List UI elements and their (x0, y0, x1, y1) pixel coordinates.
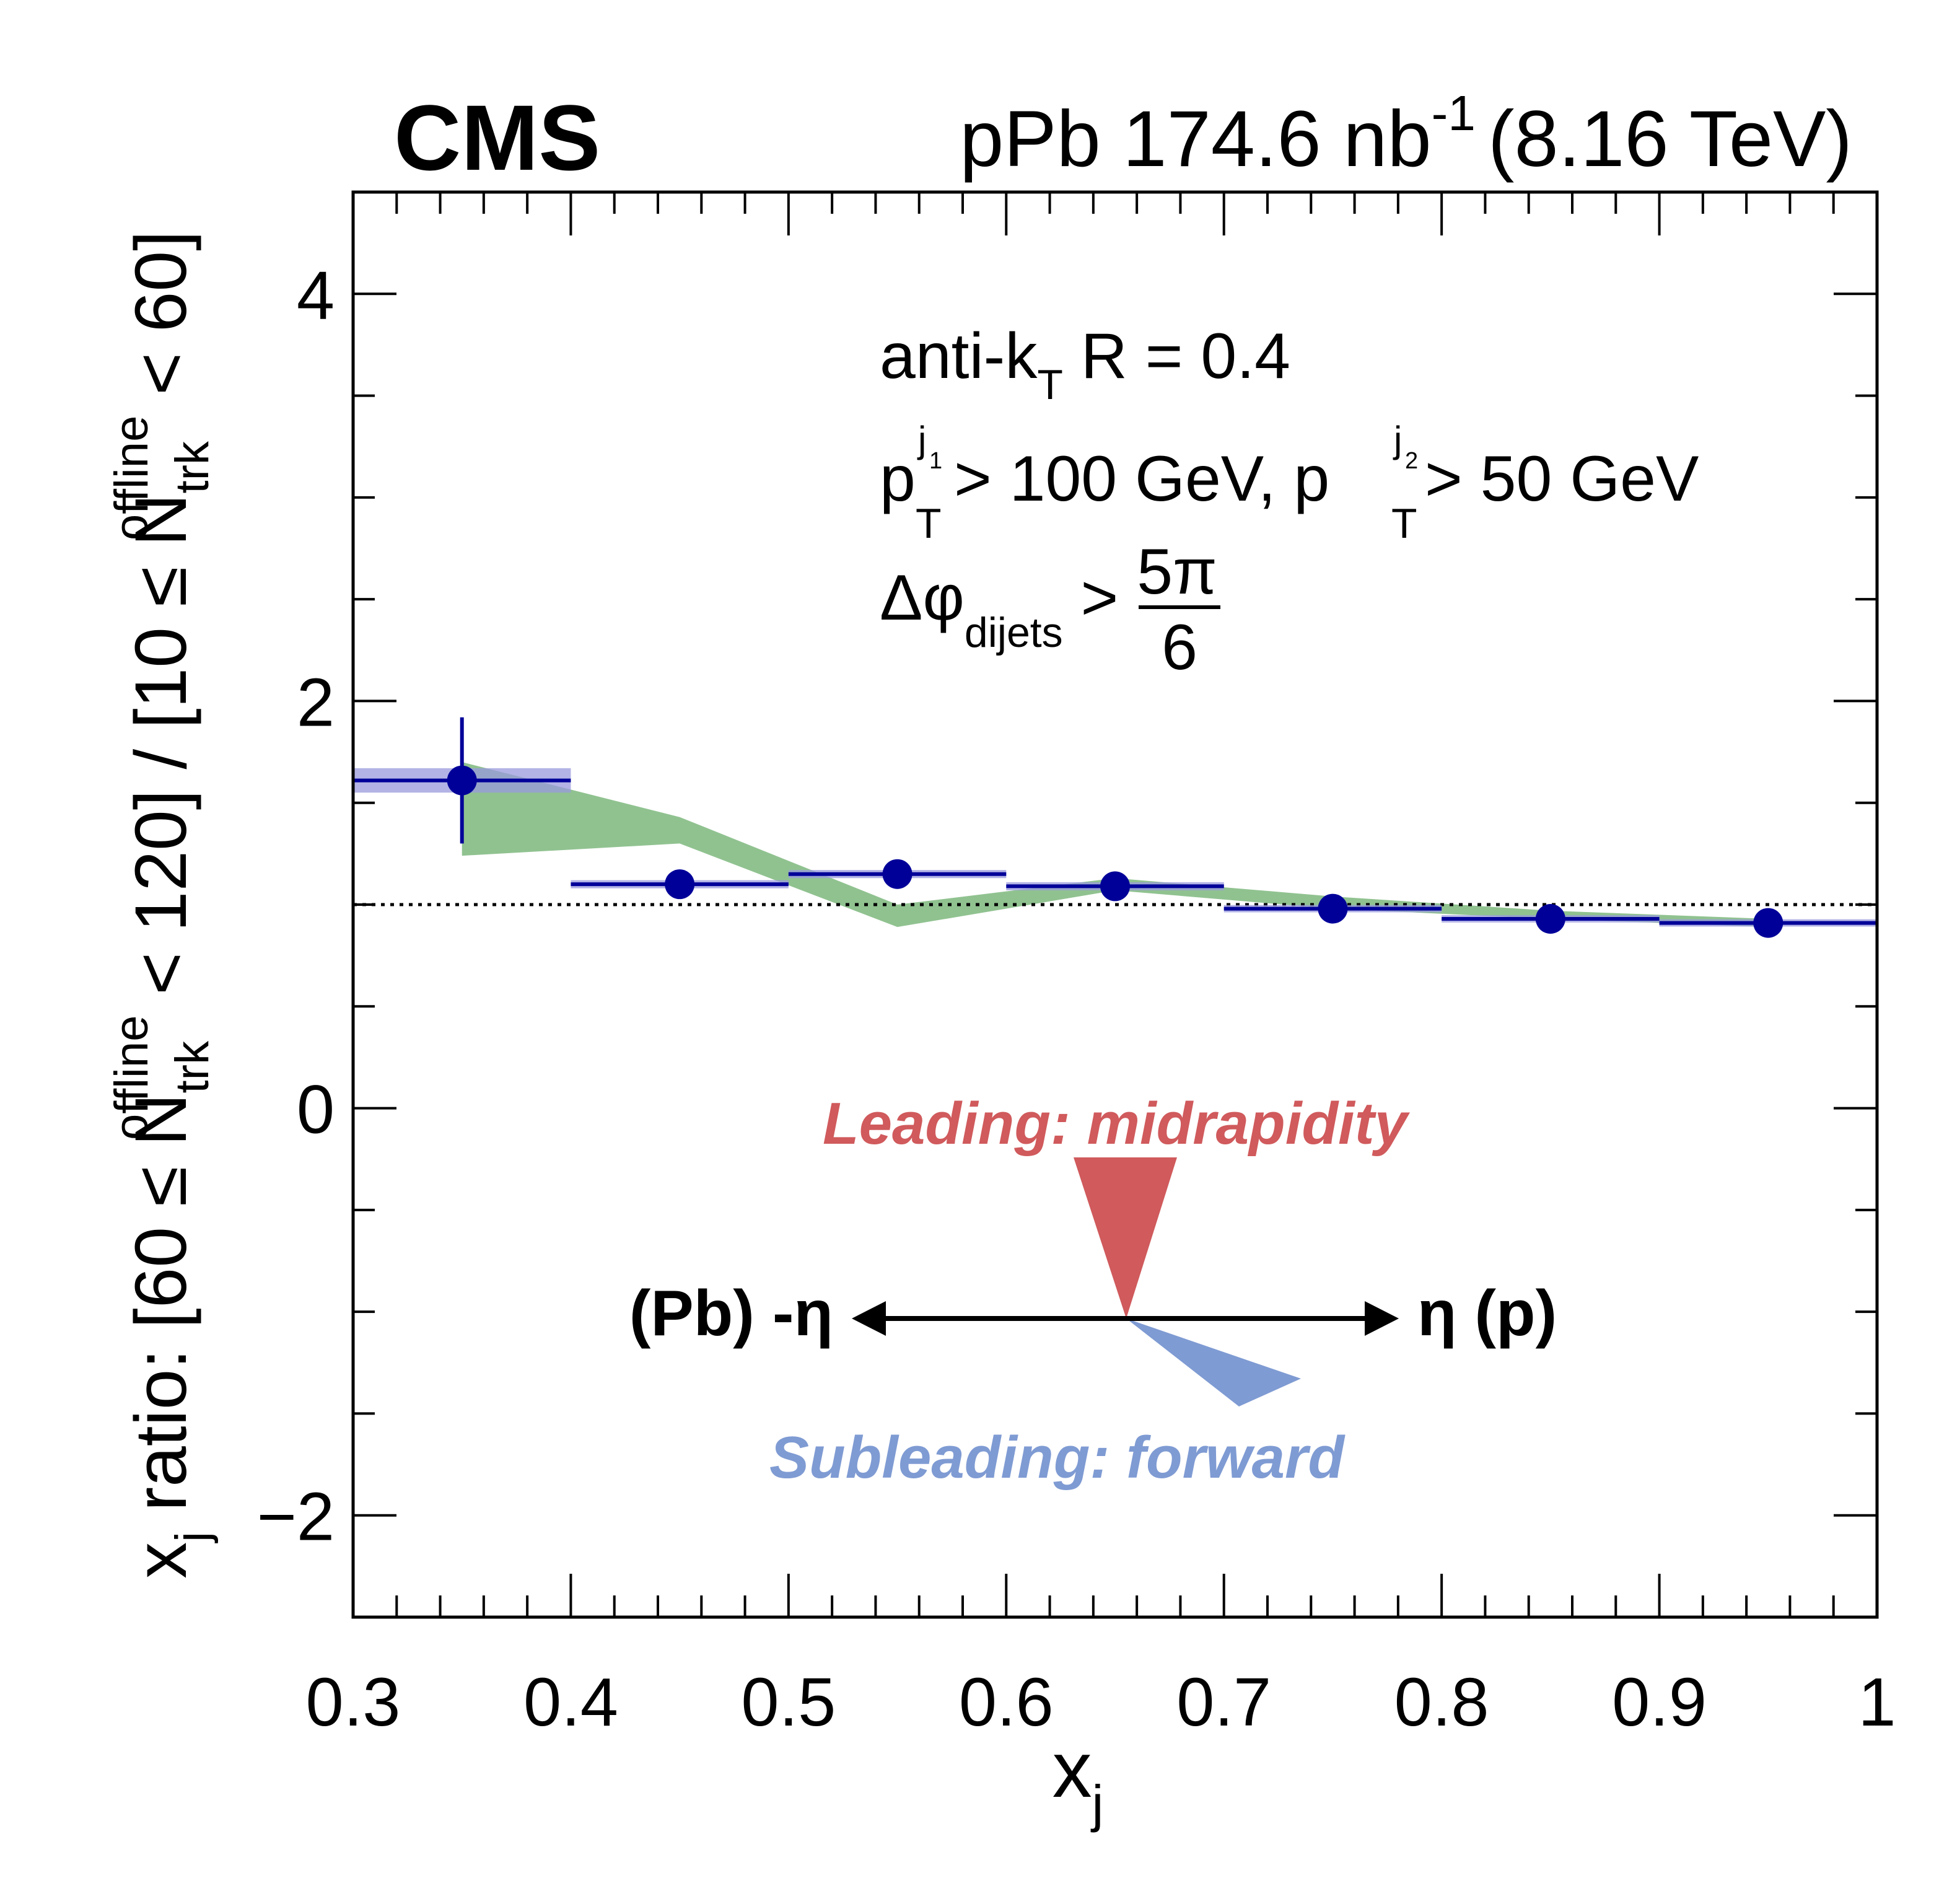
legend-line2-p: p (880, 443, 916, 515)
legend-line1-sub: T (1037, 361, 1063, 408)
y-tick-label-3: 4 (297, 257, 335, 333)
legend-line2-sup1-sub: 1 (929, 448, 942, 474)
y-title-a-sub: j (166, 1532, 219, 1543)
data-point-2 (665, 869, 695, 900)
legend-line2-sup1: j (917, 419, 926, 460)
legend-line3-gt: > (1063, 562, 1119, 634)
x-tick-label-7: 1 (1858, 1664, 1896, 1740)
y-tick-label-2: 2 (297, 664, 335, 740)
model-band-area (462, 762, 1769, 928)
legend-line3-main: Δφ (880, 562, 965, 634)
svg-text:xj ratio: [60 ≤ Ntrkoffline <: xj ratio: [60 ≤ Ntrkoffline < 120] / [10… (105, 230, 219, 1579)
legend-line2-mid: > 100 GeV, p (954, 443, 1329, 515)
legend-line2-sub2: T (1391, 500, 1417, 547)
data-point-6 (1535, 904, 1565, 934)
y-axis-title: xj ratio: [60 ≤ Ntrkoffline < 120] / [10… (105, 230, 219, 1579)
svg-text:> 50 GeV: > 50 GeV (1425, 443, 1699, 515)
legend-line2-tail: > 50 GeV (1425, 443, 1699, 515)
y-title-n1-sup: offline (105, 1016, 158, 1140)
data-point-5 (1318, 893, 1348, 924)
y-tick-label-0: −2 (257, 1479, 335, 1555)
subleading-label: Subleading: forward (769, 1424, 1346, 1491)
lumi-label: pPb 174.6 nb-1 (8.16 TeV) (960, 86, 1852, 183)
legend-line3-num: 5π (1137, 536, 1217, 608)
legend-line1-main: anti-k (880, 320, 1038, 392)
y-title-c: < 120] / [10 ≤ N (120, 494, 202, 1016)
legend-jet-algorithm: anti-kT R = 0.4 (880, 320, 1290, 408)
y-tick-label-1: 0 (297, 1072, 335, 1148)
kinematics-schematic: Leading: midrapidity (Pb) -η η (p) Suble… (629, 1090, 1557, 1491)
data-point-4 (1100, 871, 1130, 902)
legend-line3-sub: dijets (965, 609, 1063, 656)
x-tick-label-6: 0.9 (1612, 1664, 1707, 1740)
x-tick-label-2: 0.5 (741, 1664, 836, 1740)
axis-ticks (352, 191, 1878, 1618)
eta-left-label: (Pb) -η (629, 1278, 833, 1349)
legend-line2-sup2: j (1393, 419, 1402, 460)
arrow-left-icon (852, 1301, 886, 1336)
x-axis-title: xj (1053, 1726, 1104, 1833)
x-axis-title-main: x (1053, 1726, 1092, 1814)
subleading-jet-cone (1126, 1318, 1301, 1406)
x-tick-label-0: 0.3 (306, 1664, 401, 1740)
lumi-text: pPb 174.6 nb (960, 95, 1432, 183)
svg-text:p: p (880, 443, 916, 515)
leading-jet-cone (1074, 1157, 1177, 1318)
lumi-exponent: -1 (1432, 86, 1476, 141)
experiment-label: CMS (394, 86, 600, 190)
legend-line3-den: 6 (1162, 612, 1197, 683)
svg-text:Δφdijets >: Δφdijets > (880, 562, 1118, 656)
svg-text:> 100 GeV, p: > 100 GeV, p (954, 443, 1329, 515)
y-title-a: x (120, 1542, 202, 1579)
y-title-n2-sub: trk (166, 441, 219, 493)
data-points (353, 717, 1877, 938)
axis-tick-labels: 0.3 0.4 0.5 0.6 0.7 0.8 0.9 1 −2 0 2 4 (257, 257, 1896, 1740)
x-tick-label-5: 0.8 (1394, 1664, 1489, 1740)
data-point-3 (882, 859, 913, 889)
y-title-b: ratio: [60 ≤ N (120, 1093, 202, 1531)
data-point-7 (1753, 908, 1783, 938)
legend-pt-cuts: p T j 1 > 100 GeV, p T j 2 > 50 GeV (880, 419, 1699, 547)
x-tick-label-4: 0.7 (1176, 1664, 1271, 1740)
y-title-d: < 60] (120, 230, 202, 416)
legend-line2-sup2-sub: 2 (1405, 448, 1418, 474)
leading-label: Leading: midrapidity (823, 1090, 1411, 1157)
y-title-n1-sub: trk (166, 1040, 219, 1093)
legend-dphi-cut: Δφdijets > 5π 6 (880, 536, 1220, 683)
x-tick-label-3: 0.6 (959, 1664, 1054, 1740)
x-tick-label-1: 0.4 (523, 1664, 618, 1740)
y-title-n2-sup: offline (105, 416, 158, 540)
legend-line2-sub1: T (916, 500, 942, 547)
lumi-energy: (8.16 TeV) (1488, 95, 1852, 183)
x-axis-title-sub: j (1090, 1775, 1104, 1833)
model-band (462, 762, 1769, 928)
data-point-1 (447, 765, 477, 796)
eta-right-label: η (p) (1417, 1278, 1557, 1349)
arrow-right-icon (1365, 1301, 1399, 1336)
legend-line1-tail: R = 0.4 (1063, 320, 1290, 392)
